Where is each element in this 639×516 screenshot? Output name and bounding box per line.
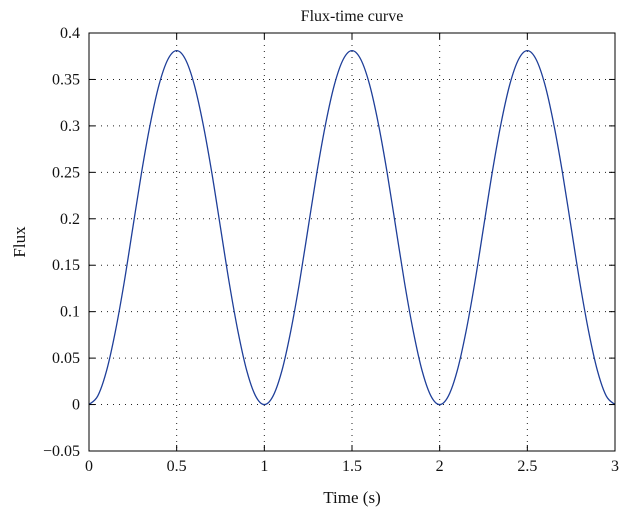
grid-lines (89, 33, 615, 451)
y-tick-label: 0.15 (52, 257, 80, 274)
y-tick-label: 0.1 (60, 304, 80, 321)
y-tick-label: 0.05 (52, 350, 80, 367)
x-tick-label: 0 (85, 458, 93, 475)
series-layer (88, 49, 616, 406)
y-tick-label: 0.4 (60, 25, 80, 42)
plot-frame (88, 32, 616, 452)
tick-marks (88, 32, 616, 452)
x-axis-label: Time (s) (323, 488, 380, 507)
x-tick-label: 1.5 (342, 458, 362, 475)
y-tick-label: 0.35 (52, 71, 80, 88)
x-tick-label: 1 (260, 458, 268, 475)
x-tick-label: 2 (436, 458, 444, 475)
x-tick-label: 3 (611, 458, 619, 475)
y-tick-label: −0.05 (43, 443, 80, 460)
flux-series-line (88, 49, 616, 406)
y-axis-label: Flux (10, 226, 29, 258)
y-tick-label: 0 (72, 397, 80, 414)
chart-title: Flux-time curve (301, 8, 404, 25)
y-tick-label: 0.25 (52, 164, 80, 181)
tick-labels: 0 0.5 1 1.5 2 2.5 3 −0.05 0 0.05 0.1 0.15 0.2 0.25 0.3… (43, 25, 619, 475)
y-tick-label: 0.2 (60, 211, 80, 228)
x-tick-label: 0.5 (167, 458, 187, 475)
y-tick-label: 0.3 (60, 118, 80, 135)
x-tick-label: 2.5 (517, 458, 537, 475)
